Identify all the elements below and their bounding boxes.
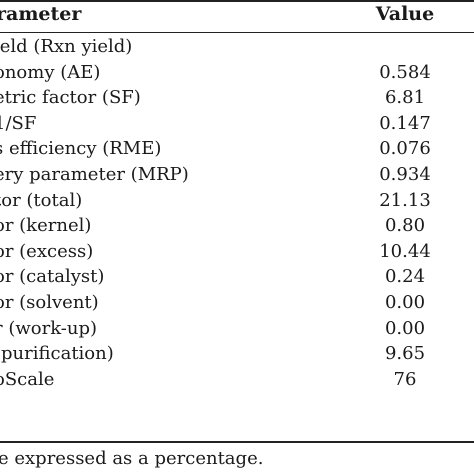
table-row: oScale 76 xyxy=(0,367,474,393)
row-value: 0.00 xyxy=(384,317,426,339)
table-row: tor (total) 21.13 xyxy=(0,188,474,214)
table-header: rameter Value xyxy=(0,0,474,32)
row-parameter: s efficiency (RME) xyxy=(0,138,162,160)
row-parameter: or (solvent) xyxy=(0,291,99,313)
table-row: onomy (AE) 0.584 xyxy=(0,60,474,86)
row-value: 10.44 xyxy=(379,240,431,262)
table-row: (purification) 9.65 xyxy=(0,341,474,367)
row-value: 6.81 xyxy=(384,87,426,109)
row-parameter: or (excess) xyxy=(0,240,94,262)
table-row: r (work-up) 0.00 xyxy=(0,316,474,342)
table-row: etric factor (SF) 6.81 xyxy=(0,85,474,111)
row-parameter: ield (Rxn yield) xyxy=(0,36,133,57)
row-value: 0.934 xyxy=(379,163,431,185)
header-value: Value xyxy=(375,3,435,25)
row-parameter: (purification) xyxy=(0,343,114,365)
header-parameter: rameter xyxy=(0,3,82,25)
row-parameter: onomy (AE) xyxy=(0,61,101,83)
table-top-rule xyxy=(0,0,474,2)
table-row: s efficiency (RME) 0.076 xyxy=(0,136,474,162)
row-parameter: r (work-up) xyxy=(0,317,98,339)
table-bottom-rule xyxy=(0,441,474,443)
row-value: 9.65 xyxy=(384,343,426,365)
row-value: 76 xyxy=(393,368,417,390)
row-value: 21.13 xyxy=(379,189,431,211)
row-value: 0.076 xyxy=(379,138,431,160)
table-row: ery parameter (MRP) 0.934 xyxy=(0,162,474,188)
table-row: or (catalyst) 0.24 xyxy=(0,264,474,290)
row-parameter: 1/SF xyxy=(0,112,37,134)
table-row: 1/SF 0.147 xyxy=(0,111,474,137)
row-value: 0.24 xyxy=(384,266,426,288)
table-row: ield (Rxn yield) xyxy=(0,34,474,60)
row-parameter: etric factor (SF) xyxy=(0,87,141,109)
row-parameter: oScale xyxy=(0,368,55,390)
table-row: or (excess) 10.44 xyxy=(0,239,474,265)
row-parameter: or (kernel) xyxy=(0,215,92,237)
row-value: 0.80 xyxy=(384,215,426,237)
row-parameter: ery parameter (MRP) xyxy=(0,163,189,185)
table-body: ield (Rxn yield) onomy (AE) 0.584 etric … xyxy=(0,34,474,392)
row-value: 0.584 xyxy=(379,61,431,83)
row-value: 0.00 xyxy=(384,291,426,313)
row-parameter: or (catalyst) xyxy=(0,266,105,288)
table-row: or (kernel) 0.80 xyxy=(0,213,474,239)
table-header-rule xyxy=(0,32,474,33)
table-footnote: e expressed as a percentage. xyxy=(0,448,264,469)
row-value: 0.147 xyxy=(379,112,431,134)
table-row: or (solvent) 0.00 xyxy=(0,290,474,316)
row-parameter: tor (total) xyxy=(0,189,83,211)
